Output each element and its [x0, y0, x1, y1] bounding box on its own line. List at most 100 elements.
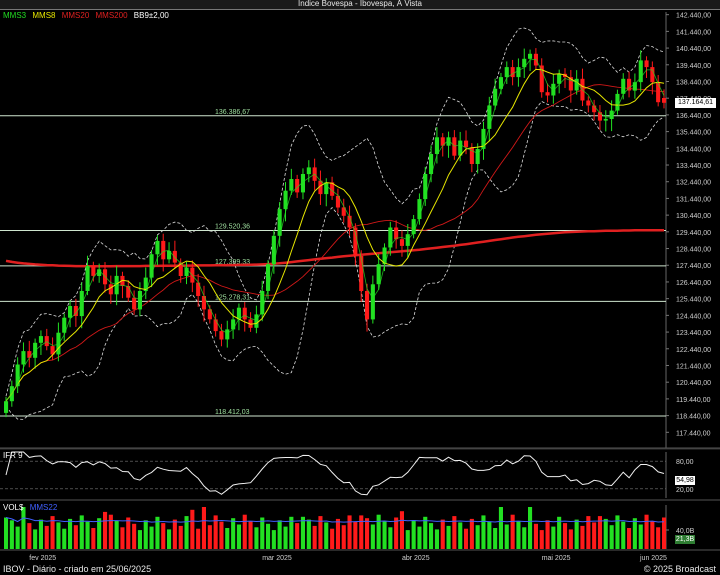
candle-up — [429, 154, 434, 174]
candle-down — [545, 92, 550, 96]
legend-mms3: MMS3 — [3, 11, 27, 20]
volume-bar-down — [201, 507, 206, 549]
candle-down — [73, 306, 78, 316]
volume-bar-up — [370, 524, 375, 549]
volume-bar-up — [4, 517, 9, 549]
candle-down — [365, 291, 370, 320]
candle-down — [399, 239, 404, 246]
volume-bar-down — [568, 529, 573, 549]
volume-bar-up — [458, 522, 463, 549]
price-tick-label: 130.440,00 — [676, 213, 711, 220]
bollinger-upper — [5, 27, 665, 397]
volume-bar-up — [283, 526, 288, 549]
chart-svg[interactable]: 117.440,00 118.440,00 119.440,00 120.440,00… — [0, 0, 720, 563]
volume-bar-up — [516, 521, 521, 549]
volume-bar-up — [481, 515, 486, 549]
candle-down — [353, 227, 358, 256]
volume-bar-up — [522, 527, 527, 549]
candle-up — [481, 128, 486, 149]
candle-up — [638, 60, 643, 83]
candle-up — [324, 182, 329, 195]
candle-down — [568, 77, 573, 91]
volume-bar-down — [341, 525, 346, 549]
candle-up — [306, 167, 311, 175]
volume-bar-down — [539, 530, 544, 549]
volume-bar-up — [446, 525, 451, 549]
volume-bar-up — [231, 518, 236, 549]
volume-bar-down — [126, 517, 131, 549]
ma20-line — [5, 84, 665, 402]
level-label: 127.399,33 — [215, 259, 250, 266]
volume-bar-up — [382, 521, 387, 549]
volume-bar-up — [266, 523, 271, 549]
candle-down — [91, 265, 96, 276]
volume-bar-up — [475, 525, 480, 549]
candle-up — [504, 67, 509, 78]
volume-bar-up — [289, 516, 294, 549]
price-tick-label: 127.440,00 — [676, 263, 711, 270]
candle-up — [423, 174, 428, 200]
candle-up — [609, 110, 614, 119]
volume-bar-up — [114, 521, 119, 549]
candle-up — [388, 227, 393, 248]
volume-bar-down — [132, 523, 137, 549]
candle-down — [318, 180, 323, 195]
candle-up — [266, 264, 271, 291]
volume-bar-down — [399, 511, 404, 549]
last-price-tag: 137.164,61 — [675, 98, 716, 108]
volume-label: VOL$ — [3, 503, 24, 512]
volume-bar-down — [248, 521, 253, 549]
volume-bar-up — [557, 516, 562, 549]
price-tick-label: 119.440,00 — [676, 397, 711, 404]
volume-bar-down — [592, 522, 597, 549]
legend-mms200: MMS200 — [95, 11, 128, 20]
volume-bar-up — [434, 529, 439, 549]
candle-up — [557, 73, 562, 84]
footer-copyright: © 2025 Broadcast — [643, 564, 716, 574]
price-tick-label: 124.440,00 — [676, 313, 711, 320]
x-tick-label: mar 2025 — [262, 555, 292, 562]
volume-bar-down — [318, 516, 323, 549]
volume-bar-up — [551, 526, 556, 549]
volume-bar-up — [376, 514, 381, 549]
volume-bar-down — [108, 514, 113, 549]
volume-bar-down — [330, 528, 335, 549]
title-bar: Índice Bovespa - Ibovespa, À Vista — [0, 0, 720, 10]
volume-bar-up — [68, 518, 73, 549]
candle-up — [574, 78, 579, 91]
price-tick-label: 129.440,00 — [676, 230, 711, 237]
level-label: 118.412,03 — [215, 409, 250, 416]
volume-bar-down — [242, 514, 247, 549]
level-label: 125.278,31 — [215, 294, 250, 301]
candle-down — [201, 296, 206, 310]
candle-up — [493, 88, 498, 106]
bollinger-lower — [5, 100, 665, 420]
price-tick-label: 142.440,00 — [676, 13, 711, 20]
volume-bar-up — [615, 515, 620, 549]
volume-bar-up — [21, 507, 26, 549]
volume-bar-down — [335, 518, 340, 549]
price-tick-label: 139.440,00 — [676, 63, 711, 70]
volume-bar-up — [574, 519, 579, 549]
candle-down — [196, 282, 201, 296]
candle-up — [621, 78, 626, 94]
candle-up — [97, 269, 102, 276]
candle-up — [271, 235, 276, 265]
candle-up — [603, 118, 608, 121]
candle-up — [68, 306, 73, 318]
volume-bar-up — [621, 521, 626, 549]
candle-up — [260, 291, 265, 315]
volume-bar-up — [498, 507, 503, 549]
volume-bar-down — [563, 523, 568, 549]
candle-down — [650, 67, 655, 83]
volume-bar-down — [178, 525, 183, 549]
x-tick-label: abr 2025 — [402, 555, 430, 562]
volume-bar-down — [161, 523, 166, 549]
volume-bar-down — [172, 519, 177, 549]
candle-up — [475, 149, 480, 164]
candle-up — [184, 267, 189, 276]
candle-down — [440, 137, 445, 146]
volume-bar-down — [44, 525, 49, 549]
volume-bar-up — [184, 516, 189, 549]
volume-bar-down — [394, 517, 399, 549]
